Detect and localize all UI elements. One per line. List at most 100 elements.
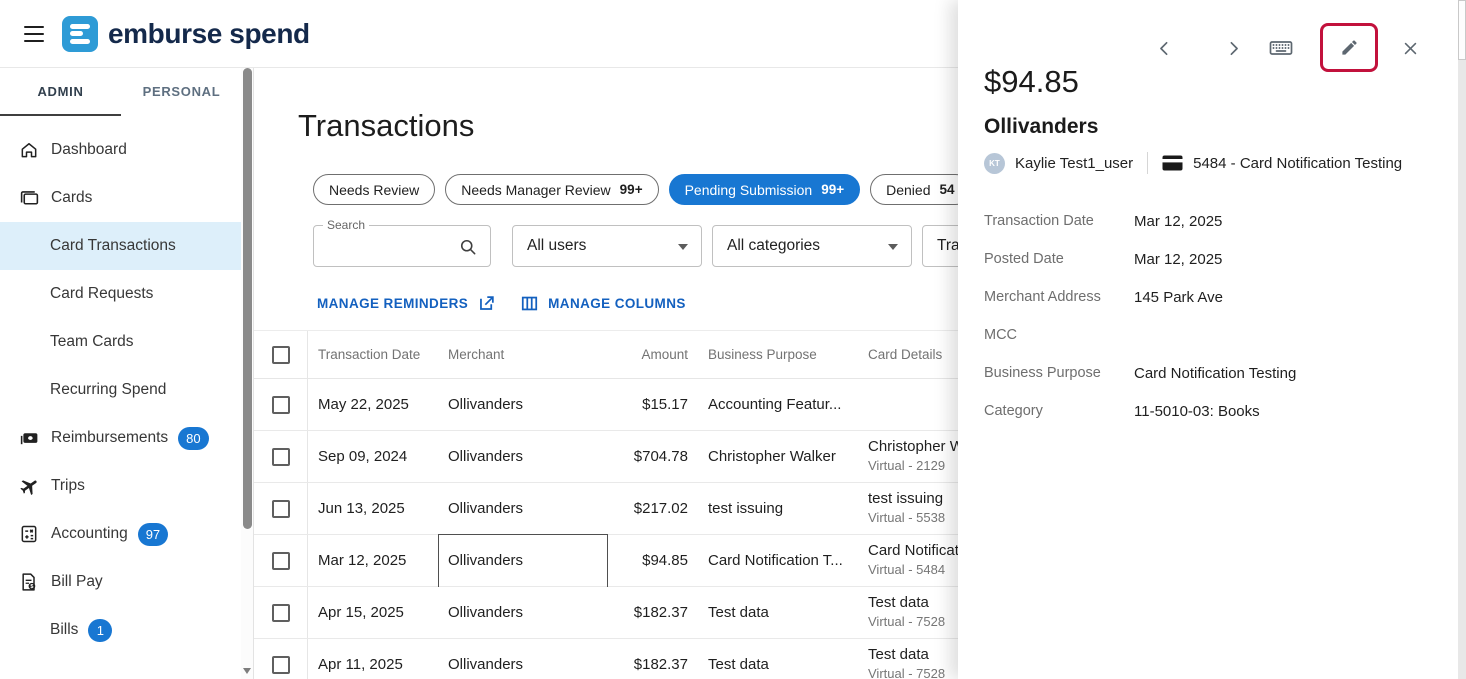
menu-icon[interactable]	[24, 25, 44, 42]
manage-reminders-link[interactable]: MANAGE REMINDERS	[317, 296, 469, 311]
row-checkbox[interactable]	[271, 655, 290, 674]
transaction-fields: Transaction Date Mar 12, 2025 Posted Dat…	[984, 202, 1434, 430]
sidebar-item-card-transactions[interactable]: Card Transactions	[0, 222, 242, 270]
banknote-icon	[18, 427, 40, 449]
sidebar-item-trips[interactable]: Trips	[0, 462, 242, 510]
field-label: MCC	[984, 327, 1018, 343]
count-badge: 97	[137, 522, 169, 546]
cell-business-purpose: Test data	[708, 656, 769, 673]
transaction-detail-panel: $94.85 Ollivanders KT Kaylie Test1_user …	[958, 0, 1458, 679]
sidebar-item-recurring-spend[interactable]: Recurring Spend	[0, 366, 242, 414]
brand-name: emburse spend	[108, 17, 310, 49]
column-header: Transaction Date	[318, 347, 421, 362]
sidebar-item-team-cards[interactable]: Team Cards	[0, 318, 242, 366]
sidebar-scrollbar-thumb[interactable]	[242, 68, 252, 529]
field-label: Merchant Address	[984, 289, 1101, 305]
categories-filter-dropdown[interactable]: All categories	[712, 225, 912, 267]
row-checkbox[interactable]	[271, 447, 290, 466]
sidebar-item-cards[interactable]: Cards	[0, 174, 242, 222]
tab-personal[interactable]: PERSONAL	[142, 83, 221, 99]
chip-count: 99+	[619, 182, 643, 197]
sidebar-item-label: Accounting	[51, 525, 128, 542]
manage-columns-link[interactable]: MANAGE COLUMNS	[548, 296, 686, 311]
bill-pay-icon: $	[18, 571, 40, 593]
search-input[interactable]	[324, 230, 454, 262]
cell-amount: $182.37	[633, 656, 688, 673]
keyboard-shortcuts-button[interactable]	[1263, 30, 1299, 66]
cell-card-details: Christopher W Virtual - 2129	[868, 438, 964, 473]
row-checkbox-cell	[254, 639, 308, 679]
cell-business-purpose: Christopher Walker	[708, 448, 836, 465]
next-transaction-button[interactable]	[1215, 30, 1251, 66]
cell-transaction-date: Apr 11, 2025	[318, 656, 403, 673]
sidebar-item-bills[interactable]: Bills 1	[0, 606, 242, 654]
cell-card-details: test issuing Virtual - 5538	[868, 490, 946, 525]
select-all-cell	[254, 331, 308, 378]
chevron-left-icon	[1159, 41, 1167, 55]
sidebar-tabs: ADMIN PERSONAL	[0, 68, 242, 116]
tab-admin[interactable]: ADMIN	[0, 68, 121, 116]
chip-label: Pending Submission	[684, 181, 813, 198]
sidebar-item-dashboard[interactable]: Dashboard	[0, 126, 242, 174]
sidebar: ADMIN PERSONAL Dashboard Cards Card Tran…	[0, 68, 242, 679]
field-value: Mar 12, 2025	[1134, 250, 1223, 268]
sidebar-item-label: Card Transactions	[50, 237, 176, 254]
sidebar-item-label: Reimbursements	[51, 429, 169, 446]
cell-merchant: Ollivanders	[448, 656, 524, 673]
sidebar-item-accounting[interactable]: Accounting 97	[0, 510, 242, 558]
page-title: Transactions	[298, 108, 475, 143]
columns-icon[interactable]	[520, 294, 539, 313]
filter-chip-pending-submission[interactable]: Pending Submission 99+	[668, 174, 861, 205]
svg-text:$: $	[30, 584, 33, 590]
scroll-down-arrow-icon[interactable]	[242, 668, 251, 674]
column-header: Business Purpose	[708, 347, 817, 362]
sidebar-item-label: Dashboard	[51, 141, 127, 158]
row-checkbox[interactable]	[271, 499, 290, 518]
cell-merchant: Ollivanders	[448, 552, 524, 569]
sidebar-item-label: Bills	[50, 621, 79, 638]
row-checkbox[interactable]	[271, 551, 290, 570]
filter-chip-needs-review[interactable]: Needs Review	[313, 174, 436, 205]
filter-chip-needs-manager-review[interactable]: Needs Manager Review 99+	[445, 174, 659, 205]
row-checkbox[interactable]	[271, 395, 290, 414]
dropdown-value: All categories	[727, 237, 821, 254]
external-link-icon[interactable]	[477, 294, 496, 313]
search-icon	[458, 237, 478, 257]
row-checkbox[interactable]	[271, 603, 290, 622]
column-header: Merchant	[448, 347, 505, 362]
chip-count: 54	[939, 182, 955, 197]
field-mcc: MCC	[984, 316, 1434, 354]
sidebar-item-label: Team Cards	[50, 333, 134, 350]
dropdown-caret-icon	[678, 244, 688, 250]
page-scrollbar-thumb[interactable]	[1458, 0, 1466, 60]
chip-count: 99+	[821, 182, 845, 197]
cell-card-details: Test data Virtual - 7528	[868, 646, 946, 679]
edit-button-highlight[interactable]	[1320, 23, 1378, 72]
cell-business-purpose: Accounting Featur...	[708, 396, 842, 413]
sidebar-scrollbar[interactable]	[241, 68, 253, 679]
cell-amount: $217.02	[633, 500, 688, 517]
cell-amount: $15.17	[642, 396, 688, 413]
sidebar-item-reimbursements[interactable]: Reimbursements 80	[0, 414, 242, 462]
field-business-purpose: Business Purpose Card Notification Testi…	[984, 354, 1434, 392]
field-merchant-address: Merchant Address 145 Park Ave	[984, 278, 1434, 316]
filter-chip-denied[interactable]: Denied 54	[870, 174, 971, 205]
row-checkbox-cell	[254, 535, 308, 586]
chip-label: Needs Review	[329, 181, 420, 198]
previous-transaction-button[interactable]	[1146, 30, 1182, 66]
users-filter-dropdown[interactable]: All users	[512, 225, 702, 267]
sidebar-item-card-requests[interactable]: Card Requests	[0, 270, 242, 318]
field-transaction-date: Transaction Date Mar 12, 2025	[984, 202, 1434, 240]
cell-card-details: Card Notificat Virtual - 5484	[868, 542, 959, 577]
close-panel-button[interactable]	[1392, 30, 1428, 66]
row-checkbox-cell	[254, 483, 308, 534]
sidebar-item-label: Recurring Spend	[50, 381, 167, 398]
page-scrollbar[interactable]	[1458, 0, 1466, 679]
cell-transaction-date: May 22, 2025	[318, 396, 409, 413]
search-field[interactable]: Search	[313, 218, 491, 267]
select-all-checkbox[interactable]	[271, 345, 290, 364]
row-checkbox-cell	[254, 379, 308, 430]
sidebar-item-bill-pay[interactable]: $ Bill Pay	[0, 558, 242, 606]
cell-business-purpose: Card Notification T...	[708, 552, 843, 569]
cell-amount: $704.78	[633, 448, 688, 465]
